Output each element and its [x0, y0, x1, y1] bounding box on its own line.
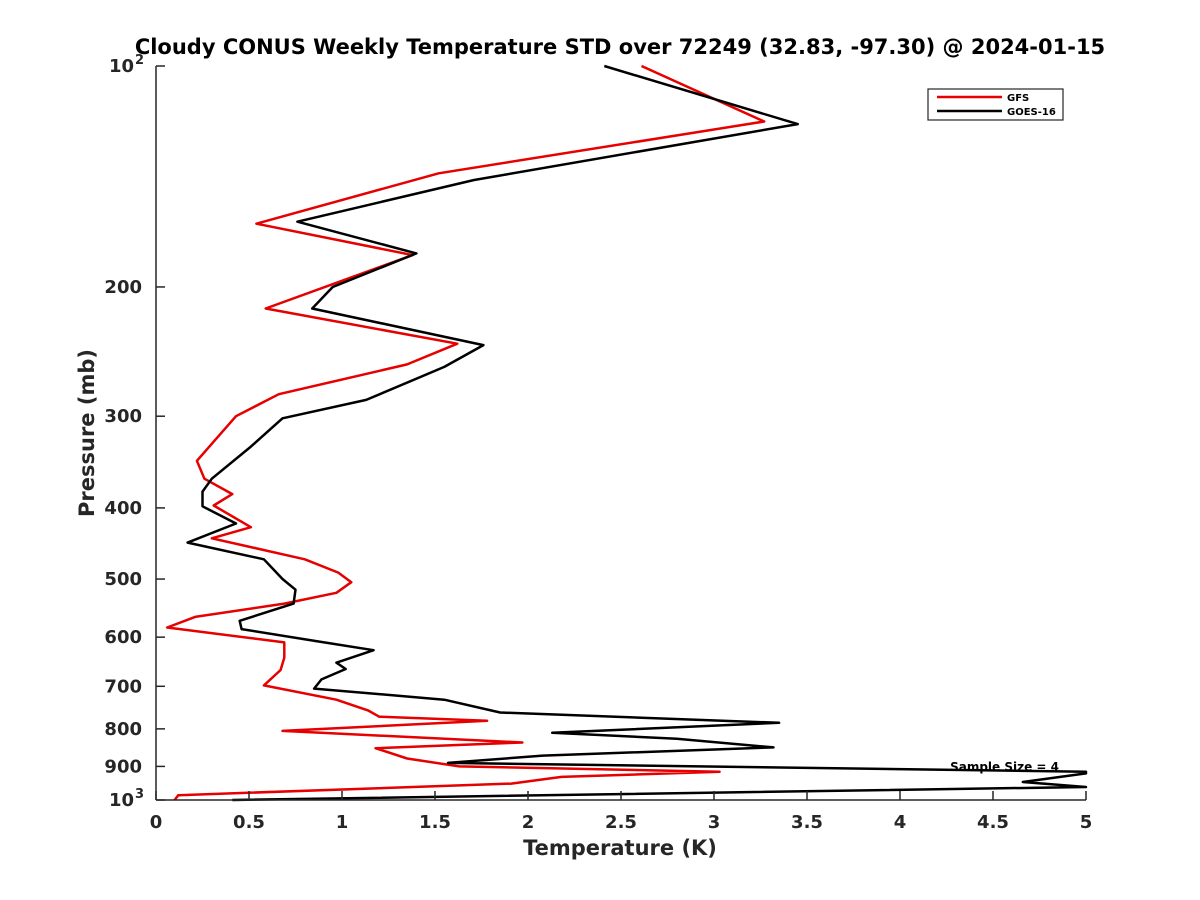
- legend-label: GOES-16: [1007, 107, 1056, 118]
- x-tick-label: 2.5: [605, 812, 637, 833]
- x-tick-label: 0.5: [233, 812, 265, 833]
- y-axis-title: Pressure (mb): [75, 349, 99, 517]
- x-tick-label: 3: [708, 812, 721, 833]
- x-tick-label: 4.5: [977, 812, 1009, 833]
- y-tick-label: 700: [104, 676, 142, 697]
- y-tick-label: 10: [109, 56, 134, 77]
- x-tick-label: 5: [1080, 812, 1093, 833]
- y-tick-label: 400: [104, 498, 142, 519]
- x-tick-label: 4: [894, 812, 907, 833]
- x-axis-title: Temperature (K): [523, 836, 717, 860]
- x-tick-label: 0: [150, 812, 163, 833]
- series-line-gfs: [165, 64, 766, 801]
- y-tick-label: 200: [104, 277, 142, 298]
- x-tick-label: 1: [336, 812, 349, 833]
- y-tick-label: 900: [104, 756, 142, 777]
- series-line-goes-16: [186, 64, 1088, 802]
- legend: GFS GOES-16: [927, 88, 1064, 121]
- y-tick-label: 500: [104, 569, 142, 590]
- chart-title: Cloudy CONUS Weekly Temperature STD over…: [135, 35, 1105, 59]
- sample-size-annotation: Sample Size = 4: [950, 760, 1059, 774]
- y-tick-label: 600: [104, 627, 142, 648]
- axes: 0 0.5 1 1.5 2 2.5 3 3.5 4 4.5 510 22003004005006007…: [104, 53, 1092, 833]
- y-tick-exponent: 2: [135, 53, 144, 68]
- x-tick-label: 2: [522, 812, 535, 833]
- y-tick-exponent: 3: [135, 787, 144, 802]
- x-tick-label: 1.5: [419, 812, 451, 833]
- legend-label: GFS: [1007, 93, 1029, 104]
- y-tick-label: 300: [104, 406, 142, 427]
- y-tick-label: 800: [104, 719, 142, 740]
- y-tick-label: 10: [109, 790, 134, 811]
- x-tick-label: 3.5: [791, 812, 823, 833]
- series-layer: [165, 64, 1088, 802]
- legend-box: [927, 88, 1064, 121]
